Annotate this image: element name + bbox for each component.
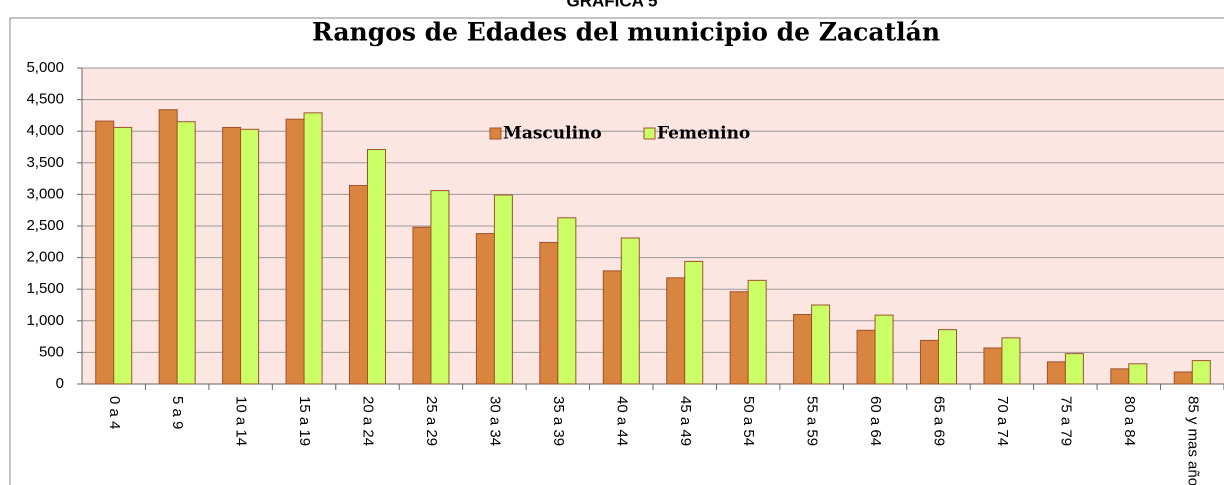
x-tick-label: 30 a 34 [486, 396, 503, 446]
legend-label: Masculino [503, 124, 602, 144]
x-tick-label: 85 y mas años [1184, 396, 1201, 485]
x-tick-label: 15 a 19 [296, 396, 313, 446]
x-tick-label: 60 a 64 [867, 396, 884, 446]
x-tick-label: 0 a 4 [106, 396, 123, 429]
bar [1001, 337, 1021, 385]
bar [938, 329, 957, 385]
bar [874, 314, 894, 385]
bar [557, 217, 577, 385]
chart-title: Rangos de Edades del municipio de Zacatl… [312, 18, 940, 47]
x-tick-label: 35 a 39 [550, 396, 567, 446]
x-tick-label: 25 a 29 [423, 396, 440, 446]
y-tick-label: 1,000 [26, 312, 64, 329]
bar [1191, 360, 1211, 385]
legend-swatch [489, 127, 502, 140]
bar [158, 109, 178, 385]
bar [983, 347, 1003, 385]
y-tick-label: 3,000 [26, 185, 64, 202]
y-tick-label: 0 [56, 375, 64, 392]
bar [1064, 353, 1084, 385]
legend-label: Femenino [657, 124, 750, 144]
bar [856, 329, 876, 385]
y-tick-label: 1,500 [26, 280, 64, 297]
bar [367, 149, 386, 385]
bar [729, 291, 749, 385]
bar [113, 126, 133, 385]
x-tick-label: 55 a 59 [804, 396, 821, 446]
y-tick-label: 4,500 [26, 91, 64, 108]
bar [1128, 363, 1148, 385]
x-tick-label: 70 a 74 [994, 396, 1011, 446]
x-tick-label: 50 a 54 [740, 396, 757, 446]
y-tick-label: 4,000 [26, 122, 64, 139]
x-tick-label: 5 a 9 [169, 396, 186, 429]
bar [493, 194, 513, 385]
bar [349, 185, 368, 385]
y-tick-label: 2,500 [26, 217, 64, 234]
y-tick-label: 500 [39, 343, 64, 360]
bar [602, 270, 622, 385]
bar [430, 190, 450, 385]
bar [240, 128, 260, 385]
bar [176, 121, 196, 385]
bar [412, 226, 432, 385]
bar [920, 339, 939, 385]
y-tick-label: 5,000 [26, 59, 64, 76]
x-tick-label: 75 a 79 [1057, 396, 1074, 446]
bar [95, 120, 115, 385]
bar [747, 279, 767, 385]
heading: GRÁFICA 5 [567, 0, 658, 10]
legend-swatch [643, 127, 656, 140]
x-tick-label: 40 a 44 [613, 396, 630, 446]
bar [666, 277, 686, 385]
bar [1173, 371, 1193, 385]
bar [539, 241, 559, 385]
bar [793, 313, 813, 385]
bar [1046, 361, 1066, 385]
bar [620, 237, 640, 385]
bar [1110, 368, 1130, 385]
x-tick-label: 80 a 84 [1121, 396, 1138, 446]
y-tick-label: 2,000 [26, 249, 64, 266]
x-tick-label: 45 a 49 [677, 396, 694, 446]
bar [303, 112, 323, 385]
x-tick-label: 65 a 69 [931, 396, 948, 446]
bar [285, 118, 305, 385]
x-tick-label: 20 a 24 [360, 396, 377, 446]
bar [811, 304, 831, 385]
bar [684, 260, 704, 385]
bar [222, 126, 242, 385]
x-tick-label: 10 a 14 [233, 396, 250, 446]
y-tick-label: 3,500 [26, 154, 64, 171]
bar [475, 233, 495, 385]
